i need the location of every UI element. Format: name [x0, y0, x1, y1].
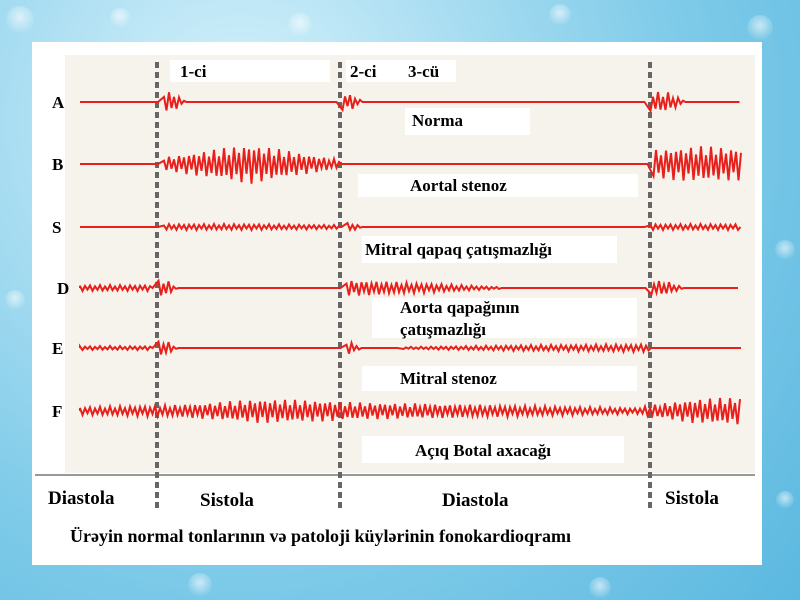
waveform: [79, 397, 741, 425]
waveform: [79, 278, 738, 298]
row-label: D: [57, 279, 69, 298]
water-drops: [5, 4, 795, 599]
marker-label: 3-cü: [408, 62, 439, 81]
label-boxes: [170, 60, 638, 463]
waveform: [80, 221, 742, 233]
row-description: Açıq Botal axacağı: [415, 441, 551, 460]
row-description: çatışmazlığı: [400, 320, 486, 339]
phase-label: Sistola: [200, 490, 254, 511]
waveform: [79, 339, 741, 357]
marker-label: 2-ci: [350, 62, 377, 81]
row-label: E: [52, 339, 63, 358]
waveform: [80, 91, 740, 114]
row-description: Norma: [412, 111, 463, 130]
phase-label: Diastola: [48, 488, 115, 509]
row-description: Mitral stenoz: [400, 369, 497, 388]
row-description: Mitral qapaq çatışmazlığı: [365, 240, 552, 259]
row-description: Aortal stenoz: [410, 176, 507, 195]
phase-label: Sistola: [665, 488, 719, 509]
row-label: F: [52, 402, 62, 421]
row-label: S: [52, 218, 61, 237]
marker-label: 1-ci: [180, 62, 207, 81]
row-description: Aorta qapağının: [400, 298, 520, 317]
phase-label: Diastola: [442, 490, 509, 511]
phase-dividers: [155, 62, 652, 510]
waveforms: [79, 91, 742, 425]
caption: Ürəyin normal tonlarının və patoloji küy…: [70, 526, 571, 546]
waveform: [80, 146, 742, 184]
row-label: B: [52, 155, 63, 174]
row-label: A: [52, 93, 65, 112]
